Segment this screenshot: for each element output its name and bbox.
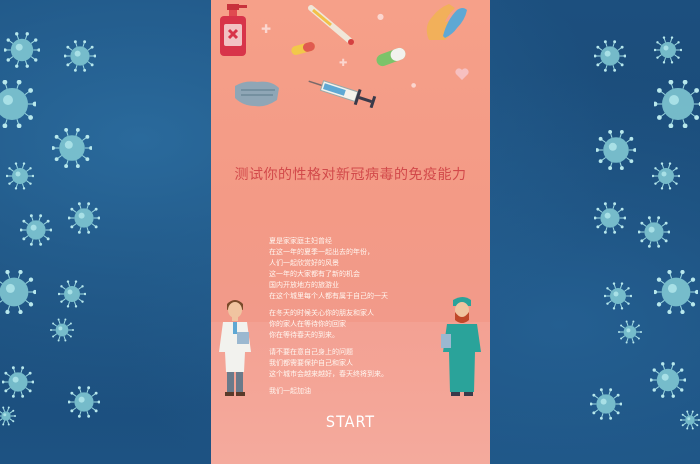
gloves-icon (426, 4, 467, 40)
story-line: 我们都需要保护自己和家人 (269, 359, 353, 367)
story-paragraph: 在冬天的时候关心你的朋友和家人 你的家人在等待你的回家 你在等待春天的到来。 (269, 308, 469, 341)
virus-icon (2, 366, 34, 398)
story-line: 你在等待春天的到来。 (269, 331, 339, 339)
virus-icon (680, 410, 700, 430)
story-paragraph: 夏是家家庭主妇曾经在这一年的夏季一起出去的年份， 人们一起欣赏好的风景这一年的大家… (269, 236, 469, 302)
mask-icon (235, 81, 279, 107)
story-line: 我们一起加油 (269, 387, 311, 395)
virus-icon (20, 214, 52, 246)
story-paragraph: 我们一起加油 (269, 386, 469, 397)
story-line: 在这一年的夏季一起出去的年份， (269, 248, 374, 256)
virus-icon (0, 80, 36, 128)
virus-icon (68, 202, 100, 234)
virus-icon (652, 162, 680, 190)
virus-icon (6, 162, 34, 190)
virus-icon (594, 202, 626, 234)
virus-icon (654, 270, 698, 314)
story-line: 夏是家家庭主妇曾经 (269, 237, 332, 245)
virus-icon (590, 388, 622, 420)
pill-icon (376, 47, 406, 67)
virus-icon (618, 320, 642, 344)
virus-icon (0, 406, 16, 426)
virus-icon (604, 282, 632, 310)
virus-icon (654, 80, 700, 128)
thermometer-icon (308, 5, 354, 45)
heart-icon (455, 68, 469, 80)
story-line: 你的家人在等待你的回家 (269, 320, 346, 328)
story-line: 在这个城里每个人都有属于自己的一天 (269, 292, 388, 300)
virus-icon (68, 386, 100, 418)
start-button[interactable]: START (325, 412, 376, 431)
story-line: 在冬天的时候关心你的朋友和家人 (269, 309, 374, 317)
virus-icon (50, 318, 74, 342)
virus-icon (0, 270, 36, 314)
virus-icon (594, 40, 626, 72)
pill-icon (291, 42, 315, 55)
virus-icon (596, 130, 636, 170)
story-line: 人们一起欣赏好的风景 (269, 259, 339, 267)
story-text: 夏是家家庭主妇曾经在这一年的夏季一起出去的年份， 人们一起欣赏好的风景这一年的大家… (269, 236, 469, 397)
surgeon-icon (441, 297, 481, 396)
story-line: 这个城市会越来越好，春天终将到来。 (269, 370, 388, 378)
virus-icon (4, 32, 40, 68)
story-line: 这一年的大家都有了新的机会 (269, 270, 360, 278)
page-title: 测试你的性格对新冠病毒的免疫能力 (234, 167, 467, 183)
doctor-icon (219, 300, 251, 396)
virus-icon (64, 40, 96, 72)
main-panel: ✚ ✚ ● ● 测试你的性格对新冠病毒的免疫能力 夏是家家庭主妇曾经在这一年的夏… (211, 0, 490, 464)
sparkle-icon: ● (411, 82, 417, 89)
story-line: 国内开放地方的旅游业 (269, 281, 339, 289)
virus-icon (650, 362, 686, 398)
sanitizer-icon (220, 4, 247, 56)
sparkle-icon: ✚ (339, 58, 348, 69)
syringe-icon (308, 80, 377, 108)
virus-icon (52, 128, 92, 168)
sparkle-icon: ✚ (261, 22, 272, 36)
story-line: 请不要在意自己身上的问题 (269, 348, 353, 356)
story-paragraph: 请不要在意自己身上的问题 我们都需要保护自己和家人这个城市会越来越好，春天终将到来… (269, 347, 469, 380)
virus-icon (58, 280, 86, 308)
sparkle-icon: ● (377, 12, 384, 21)
virus-icon (654, 36, 682, 64)
virus-icon (638, 216, 670, 248)
